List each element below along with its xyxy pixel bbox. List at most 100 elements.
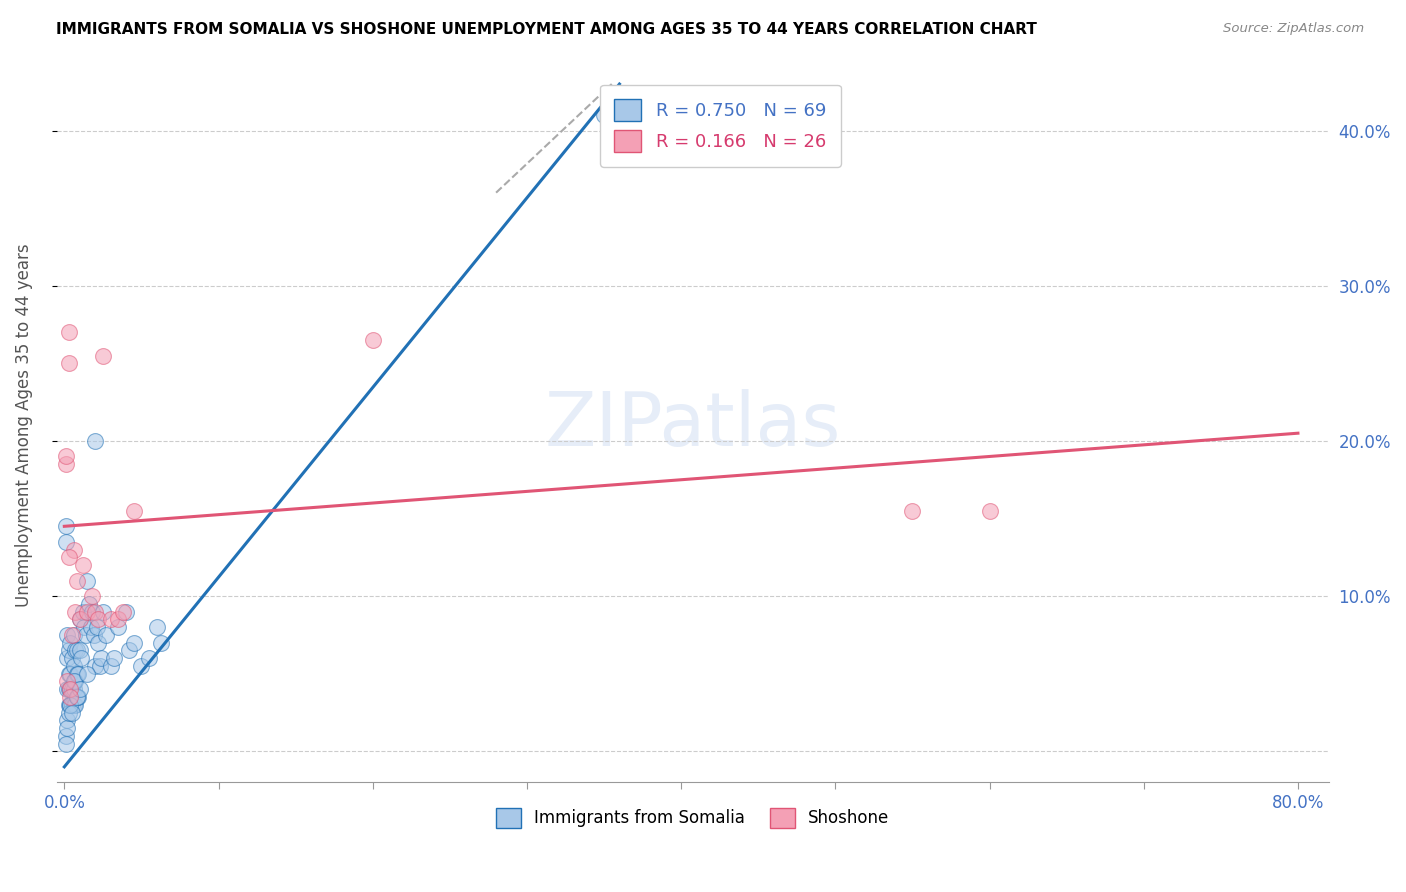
Point <box>901 504 924 518</box>
Point <box>67 690 90 704</box>
Point <box>60 706 83 720</box>
Point <box>80 605 103 619</box>
Point <box>58 643 80 657</box>
Point <box>56 682 79 697</box>
Point <box>72 605 94 619</box>
Point <box>76 666 98 681</box>
Point <box>58 666 80 681</box>
Point <box>66 666 89 681</box>
Point <box>66 643 89 657</box>
Point <box>90 651 112 665</box>
Point <box>115 605 138 619</box>
Point <box>361 333 384 347</box>
Point <box>60 682 83 697</box>
Point <box>146 620 169 634</box>
Point <box>83 628 105 642</box>
Point <box>69 643 91 657</box>
Point <box>122 636 145 650</box>
Point <box>56 674 79 689</box>
Point <box>66 574 89 588</box>
Y-axis label: Unemployment Among Ages 35 to 44 years: Unemployment Among Ages 35 to 44 years <box>15 244 32 607</box>
Point <box>79 620 101 634</box>
Point <box>70 651 93 665</box>
Point <box>76 574 98 588</box>
Point <box>593 108 616 122</box>
Legend: Immigrants from Somalia, Shoshone: Immigrants from Somalia, Shoshone <box>489 801 896 835</box>
Point <box>55 534 77 549</box>
Point <box>59 666 82 681</box>
Point <box>56 721 79 735</box>
Point <box>122 504 145 518</box>
Text: ZIPatlas: ZIPatlas <box>544 389 841 462</box>
Point <box>62 659 84 673</box>
Point <box>55 737 77 751</box>
Point <box>66 690 89 704</box>
Point <box>58 706 80 720</box>
Point <box>55 450 77 464</box>
Point <box>69 612 91 626</box>
Point <box>979 504 1001 518</box>
Point <box>59 682 82 697</box>
Point <box>86 620 108 634</box>
Point <box>111 605 134 619</box>
Point <box>69 682 91 697</box>
Point <box>118 643 141 657</box>
Point <box>69 612 91 626</box>
Point <box>63 605 86 619</box>
Point <box>60 651 83 665</box>
Point <box>62 628 84 642</box>
Point <box>75 628 97 642</box>
Point <box>103 651 125 665</box>
Point <box>58 326 80 340</box>
Point <box>62 698 84 712</box>
Point <box>91 605 114 619</box>
Point <box>84 605 107 619</box>
Point <box>58 682 80 697</box>
Point <box>63 698 86 712</box>
Point <box>73 620 96 634</box>
Text: IMMIGRANTS FROM SOMALIA VS SHOSHONE UNEMPLOYMENT AMONG AGES 35 TO 44 YEARS CORRE: IMMIGRANTS FROM SOMALIA VS SHOSHONE UNEM… <box>56 22 1038 37</box>
Point <box>62 542 84 557</box>
Point <box>59 690 82 704</box>
Point <box>59 682 82 697</box>
Point <box>55 457 77 471</box>
Point <box>58 356 80 370</box>
Text: Source: ZipAtlas.com: Source: ZipAtlas.com <box>1223 22 1364 36</box>
Point <box>91 349 114 363</box>
Point <box>107 620 129 634</box>
Point <box>77 597 100 611</box>
Point <box>87 636 110 650</box>
Point <box>63 674 86 689</box>
Point <box>59 698 82 712</box>
Point <box>80 589 103 603</box>
Point <box>58 698 80 712</box>
Point <box>100 659 122 673</box>
Point <box>55 519 77 533</box>
Point <box>62 674 84 689</box>
Point <box>150 636 173 650</box>
Point <box>107 612 129 626</box>
Point <box>59 636 82 650</box>
Point <box>66 690 89 704</box>
Point <box>60 628 83 642</box>
Point <box>55 729 77 743</box>
Point <box>56 651 79 665</box>
Point <box>87 612 110 626</box>
Point <box>84 434 107 448</box>
Point <box>72 558 94 573</box>
Point <box>63 643 86 657</box>
Point <box>84 659 107 673</box>
Point <box>67 666 90 681</box>
Point <box>138 651 160 665</box>
Point <box>58 550 80 565</box>
Point <box>131 659 153 673</box>
Point <box>59 698 82 712</box>
Point <box>56 628 79 642</box>
Point <box>89 659 111 673</box>
Point <box>94 628 117 642</box>
Point <box>60 698 83 712</box>
Point <box>62 682 84 697</box>
Point <box>76 605 98 619</box>
Point <box>56 713 79 727</box>
Point <box>100 612 122 626</box>
